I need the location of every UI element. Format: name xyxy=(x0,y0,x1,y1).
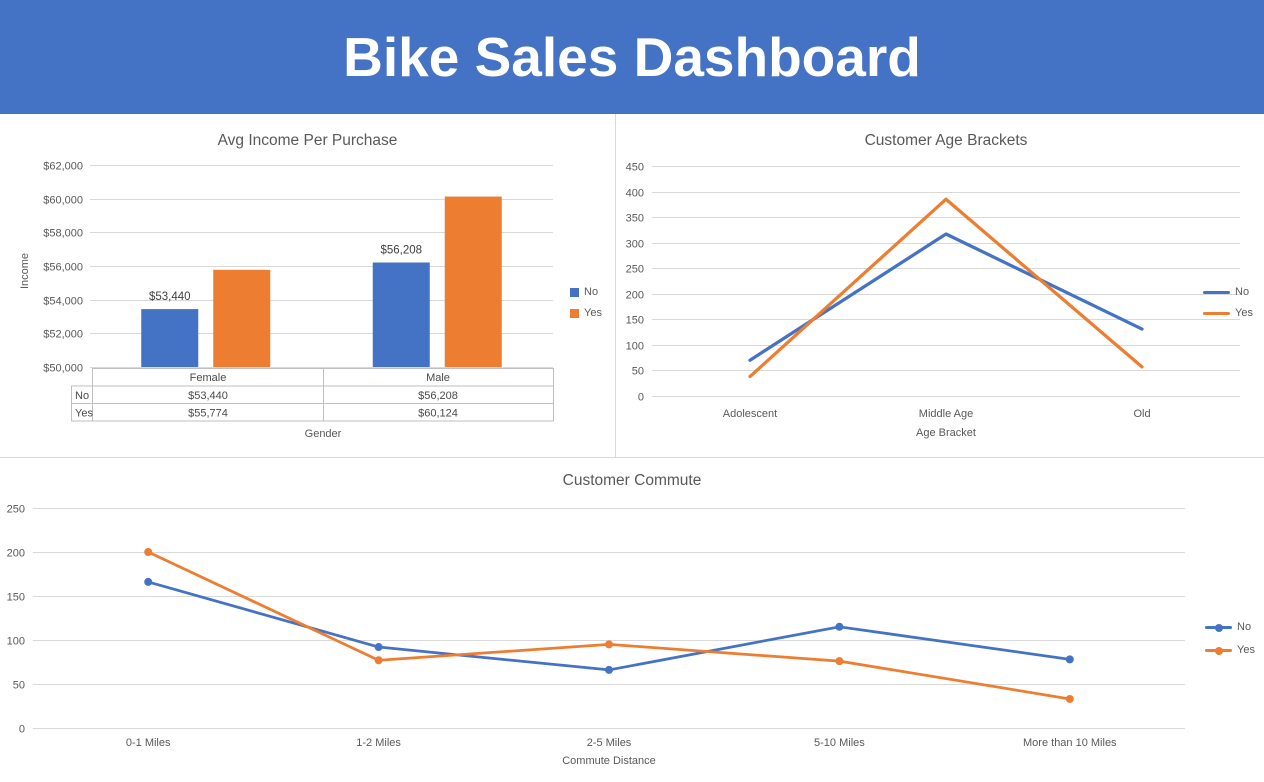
y-tick-label: 450 xyxy=(626,162,644,174)
grid-and-axes: 0 50 100 150 200 250 0-1 Miles 1-2 Miles 2-5 Mil… xyxy=(7,504,1185,749)
y-tick-label: $60,000 xyxy=(43,195,83,207)
y-tick-label: 150 xyxy=(7,592,25,604)
y-tick-label: $56,000 xyxy=(43,262,83,274)
y-tick-label: 200 xyxy=(7,548,25,560)
legend-item-no[interactable]: No xyxy=(1205,621,1251,634)
x-tick-label: Old xyxy=(1133,408,1150,420)
y-tick-label: 0 xyxy=(19,724,25,736)
data-point-yes-0[interactable] xyxy=(144,548,153,556)
legend-label-no: No xyxy=(584,286,599,298)
legend-label-yes: Yes xyxy=(1235,307,1253,319)
commute-chart-panel[interactable]: Customer Commute 0 50 100 150 200 250 0-1 Mile… xyxy=(0,457,1264,782)
data-point-no-1[interactable] xyxy=(374,643,383,652)
data-point-no-2[interactable] xyxy=(605,665,613,674)
y-tick-label: 50 xyxy=(632,366,644,378)
age-brackets-chart-title: Customer Age Brackets xyxy=(864,132,1028,149)
x-tick-label: 0-1 Miles xyxy=(126,737,171,749)
data-point-yes-2[interactable] xyxy=(605,640,613,649)
legend-item-no[interactable]: No xyxy=(570,286,598,299)
bar-data-label: $56,208 xyxy=(380,244,422,256)
legend-swatch-no xyxy=(1203,291,1230,294)
bar-no-female[interactable] xyxy=(141,309,199,367)
data-point-yes-1[interactable] xyxy=(374,656,383,665)
avg-income-plot-area: Female Male No $53,440 $56,208 Yes $55,7… xyxy=(43,161,554,422)
data-point-no-0[interactable] xyxy=(144,577,153,586)
bar-no-male[interactable] xyxy=(372,262,430,367)
legend-label-no: No xyxy=(1237,621,1252,633)
table-value-no-female: $53,440 xyxy=(188,390,228,402)
table-value-yes-male: $60,124 xyxy=(418,408,458,420)
y-tick-label: 0 xyxy=(638,392,644,404)
line-series-yes[interactable] xyxy=(748,197,1144,379)
legend-item-no[interactable]: No xyxy=(1203,286,1249,299)
bar-data-label: $53,440 xyxy=(149,291,191,303)
vertical-divider xyxy=(615,114,616,457)
data-point-no-3[interactable] xyxy=(835,622,844,631)
x-tick-label: Middle Age xyxy=(919,408,973,420)
y-tick-label: 100 xyxy=(7,636,25,648)
x-tick-label: Adolescent xyxy=(723,408,777,420)
grid-and-axes: 0 50 100 150 200 250 300 350 400 450 Adolescent Mid… xyxy=(626,162,1240,420)
legend-swatch-yes xyxy=(570,309,579,318)
table-header-male: Male xyxy=(426,372,450,384)
commute-chart-title: Customer Commute xyxy=(562,472,702,489)
age-bracket-x-axis-title: Age Bracket xyxy=(916,427,976,439)
y-tick-label: $50,000 xyxy=(43,363,83,375)
legend-label-no: No xyxy=(1235,286,1250,298)
x-tick-label: 5-10 Miles xyxy=(814,737,865,749)
y-tick-label: 300 xyxy=(626,239,644,251)
legend-label-yes: Yes xyxy=(584,307,602,319)
table-value-yes-female: $55,774 xyxy=(188,408,228,420)
line-series-no[interactable] xyxy=(748,232,1144,362)
data-point-yes-3[interactable] xyxy=(835,657,844,666)
legend-swatch-yes xyxy=(1205,646,1232,655)
y-tick-label: 150 xyxy=(626,315,644,327)
y-tick-label: $58,000 xyxy=(43,228,83,240)
legend-item-yes[interactable]: Yes xyxy=(1205,644,1255,657)
table-row-label-no: No xyxy=(75,390,89,402)
x-tick-label: More than 10 Miles xyxy=(1023,737,1117,749)
y-tick-label: $52,000 xyxy=(43,329,83,341)
commute-distance-x-axis-title: Commute Distance xyxy=(562,755,656,767)
line-series-no[interactable] xyxy=(146,580,1072,672)
avg-income-chart-panel[interactable]: Avg Income Per Purchase Income Female Ma… xyxy=(0,114,615,457)
legend-swatch-no xyxy=(570,288,579,297)
data-point-yes-4[interactable] xyxy=(1065,694,1074,703)
y-tick-label: 250 xyxy=(626,264,644,276)
y-tick-label: 100 xyxy=(626,341,644,353)
avg-income-chart-title: Avg Income Per Purchase xyxy=(217,132,398,149)
dashboard-title: Bike Sales Dashboard xyxy=(343,25,921,88)
y-tick-label: 200 xyxy=(626,290,644,302)
data-point-no-4[interactable] xyxy=(1065,655,1074,664)
table-header-female: Female xyxy=(190,372,227,384)
commute-plot-area: 0 50 100 150 200 250 0-1 Miles 1-2 Miles 2-5 Mil… xyxy=(7,504,1185,749)
legend-item-yes[interactable]: Yes xyxy=(570,307,602,320)
x-tick-label: 2-5 Miles xyxy=(587,737,632,749)
gender-x-axis-title: Gender xyxy=(304,428,342,440)
legend-swatch-no xyxy=(1205,623,1232,632)
y-tick-label: $54,000 xyxy=(43,296,83,308)
horizontal-divider xyxy=(0,457,1264,458)
y-tick-label: 350 xyxy=(626,213,644,225)
legend-item-yes[interactable]: Yes xyxy=(1203,307,1253,320)
line-series-yes[interactable] xyxy=(146,550,1072,701)
y-tick-label: $62,000 xyxy=(43,161,83,173)
dashboard-banner: Bike Sales Dashboard xyxy=(0,0,1264,114)
age-brackets-chart-panel[interactable]: Customer Age Brackets 0 50 100 150 200 250 300… xyxy=(615,114,1264,457)
age-brackets-plot-area: 0 50 100 150 200 250 300 350 400 450 Adolescent Mid… xyxy=(626,162,1240,420)
x-tick-label: 1-2 Miles xyxy=(356,737,401,749)
bar-yes-male[interactable] xyxy=(444,196,502,367)
table-row-label-yes: Yes xyxy=(75,408,93,420)
y-tick-label: 400 xyxy=(626,188,644,200)
income-data-table: Female Male No $53,440 $56,208 Yes $55,7… xyxy=(71,368,554,422)
legend-swatch-yes xyxy=(1203,312,1230,315)
legend-label-yes: Yes xyxy=(1237,644,1255,656)
y-tick-label: 50 xyxy=(13,680,25,692)
table-value-no-male: $56,208 xyxy=(418,390,458,402)
y-tick-label: 250 xyxy=(7,504,25,516)
bar-yes-female[interactable] xyxy=(213,269,271,367)
